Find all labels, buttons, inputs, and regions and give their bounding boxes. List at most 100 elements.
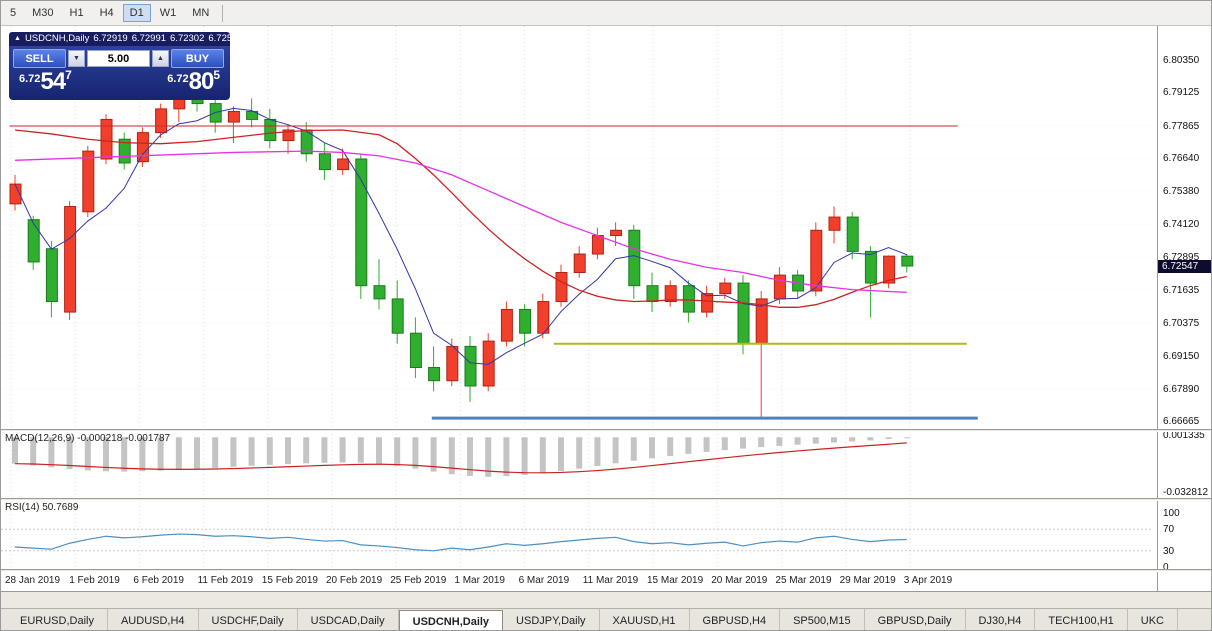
chart-window[interactable]: 6.80350 6.79125 6.77865 6.76640 6.75380 6.741… bbox=[1, 26, 1211, 591]
buy-price-point: 5 bbox=[213, 68, 220, 82]
candle-body bbox=[555, 271, 568, 303]
date-axis-label: 29 Mar 2019 bbox=[839, 575, 896, 586]
candlestick-chart-canvas[interactable] bbox=[1, 26, 1156, 591]
tab-usdcnh-daily[interactable]: USDCNH,Daily bbox=[398, 610, 504, 630]
candle-body bbox=[136, 132, 149, 163]
tab-tech100-h1[interactable]: TECH100,H1 bbox=[1035, 609, 1128, 630]
macd-histogram-bar bbox=[121, 437, 128, 472]
macd-histogram-bar bbox=[12, 437, 18, 464]
tab-audusd-h4[interactable]: AUDUSD,H4 bbox=[108, 609, 199, 630]
symbol-period-label: USDCNH,Daily bbox=[24, 33, 90, 44]
candle-body bbox=[737, 282, 750, 345]
price-axis-label: 6.70375 bbox=[1163, 318, 1200, 330]
candle-body bbox=[682, 285, 695, 313]
price-axis-label: 6.76640 bbox=[1163, 152, 1200, 164]
tab-gbpusd-h4[interactable]: GBPUSD,H4 bbox=[690, 609, 781, 630]
candle-body bbox=[573, 253, 586, 273]
buy-button[interactable]: BUY bbox=[171, 49, 224, 68]
candle-body bbox=[246, 111, 259, 120]
date-axis-label: 20 Feb 2019 bbox=[326, 575, 383, 586]
date-axis-label: 3 Apr 2019 bbox=[903, 575, 953, 586]
candles bbox=[9, 79, 914, 418]
candle-body bbox=[318, 153, 331, 171]
tab-usdchf-daily[interactable]: USDCHF,Daily bbox=[199, 609, 298, 630]
tab-sp500-m15[interactable]: SP500,M15 bbox=[780, 609, 865, 630]
macd-histogram-bar bbox=[212, 437, 219, 468]
date-axis-label: 6 Feb 2019 bbox=[133, 575, 184, 586]
date-axis-label: 28 Jan 2019 bbox=[5, 575, 61, 586]
tab-usdcad-daily[interactable]: USDCAD,Daily bbox=[298, 609, 399, 630]
macd-histogram-bar bbox=[503, 437, 510, 477]
price-axis-label: 6.66665 bbox=[1163, 416, 1200, 428]
macd-histogram-bar bbox=[667, 437, 674, 456]
rsi-panel-separator[interactable] bbox=[1, 498, 1211, 501]
timeframe-w1[interactable]: W1 bbox=[153, 4, 184, 22]
timeframe-m30[interactable]: M30 bbox=[25, 4, 60, 22]
timeframe-toolbar: 5 M30 H1 H4 D1 W1 MN bbox=[1, 1, 1211, 26]
tab-usdjpy-daily[interactable]: USDJPY,Daily bbox=[503, 609, 600, 630]
timeframe-h1[interactable]: H1 bbox=[63, 4, 91, 22]
candle-body bbox=[100, 118, 113, 160]
candle-body bbox=[428, 367, 441, 382]
macd-histogram-bar bbox=[831, 437, 837, 443]
buy-price-prefix: 6.72 bbox=[167, 73, 189, 85]
macd-histogram-bar bbox=[321, 437, 328, 463]
buy-price[interactable]: 6.72805 bbox=[167, 68, 220, 96]
rsi-axis-label: 100 bbox=[1163, 508, 1180, 519]
macd-axis-label: 0.001335 bbox=[1163, 429, 1205, 441]
sell-price[interactable]: 6.72547 bbox=[19, 68, 72, 96]
candle-body bbox=[828, 216, 841, 231]
macd-panel-separator[interactable] bbox=[1, 429, 1211, 432]
date-axis-label: 25 Feb 2019 bbox=[390, 575, 447, 586]
one-click-trading-panel: SELL ▼ ▲ BUY 6.72547 6.72805 bbox=[9, 46, 230, 100]
timeframe-h4[interactable]: H4 bbox=[93, 4, 121, 22]
macd-histogram-bar bbox=[685, 437, 692, 454]
tab-gbpusd-daily[interactable]: GBPUSD,Daily bbox=[865, 609, 966, 630]
ma-slow-line bbox=[14, 150, 907, 293]
time-axis[interactable]: 28 Jan 2019 1 Feb 2019 6 Feb 2019 11 Feb 20… bbox=[1, 572, 1156, 591]
buy-price-pips: 80 bbox=[188, 68, 215, 95]
timeframe-d1[interactable]: D1 bbox=[122, 4, 151, 22]
price-axis-label: 6.72895 bbox=[1163, 251, 1200, 263]
macd-histogram-bar bbox=[248, 437, 255, 466]
drawn-lines bbox=[9, 125, 978, 420]
candle-body bbox=[264, 118, 277, 142]
tab-eurusd-daily[interactable]: EURUSD,Daily bbox=[7, 609, 108, 630]
macd-histogram-bar bbox=[66, 437, 73, 469]
candle-body bbox=[446, 345, 459, 382]
ma-medium-line bbox=[14, 129, 907, 308]
tab-dj30-h4[interactable]: DJ30,H4 bbox=[966, 609, 1036, 630]
macd-histogram-bar bbox=[721, 437, 728, 451]
sell-button[interactable]: SELL bbox=[13, 49, 66, 68]
price-axis-label: 6.67890 bbox=[1163, 383, 1200, 395]
rsi-indicator-label: RSI(14) 50.7689 bbox=[5, 502, 79, 513]
candle-body bbox=[846, 216, 859, 252]
volume-decrease-button[interactable]: ▼ bbox=[68, 50, 85, 67]
timeframe-5[interactable]: 5 bbox=[3, 4, 23, 22]
sell-price-point: 7 bbox=[65, 68, 72, 82]
candle-body bbox=[646, 285, 659, 303]
candle-body bbox=[519, 308, 532, 334]
date-axis-label: 15 Feb 2019 bbox=[261, 575, 318, 586]
time-axis-separator[interactable] bbox=[1, 569, 1211, 572]
price-axis-label: 6.75380 bbox=[1163, 186, 1200, 198]
tab-ukc[interactable]: UKC bbox=[1128, 609, 1178, 630]
macd-histogram-bar bbox=[103, 437, 109, 472]
candle-body bbox=[355, 158, 368, 287]
high-price: 6.72991 bbox=[131, 33, 167, 44]
macd-axis-label: -0.032812 bbox=[1163, 487, 1209, 498]
volume-input[interactable] bbox=[87, 50, 150, 67]
tab-xauusd-h1[interactable]: XAUUSD,H1 bbox=[600, 609, 690, 630]
rsi-axis-label: 30 bbox=[1163, 545, 1175, 557]
price-axis[interactable]: 6.80350 6.79125 6.77865 6.76640 6.75380 6.741… bbox=[1157, 26, 1211, 591]
collapse-panel-icon[interactable]: ▲ bbox=[14, 35, 21, 42]
candle-body bbox=[701, 293, 714, 313]
candle-body bbox=[391, 298, 404, 334]
date-axis-label: 1 Mar 2019 bbox=[454, 575, 505, 586]
candle-body bbox=[373, 285, 386, 300]
candle-body bbox=[901, 255, 914, 267]
timeframe-mn[interactable]: MN bbox=[185, 4, 216, 22]
volume-increase-button[interactable]: ▲ bbox=[152, 50, 169, 67]
candle-body bbox=[118, 138, 131, 164]
macd-histogram-bar bbox=[303, 437, 310, 464]
